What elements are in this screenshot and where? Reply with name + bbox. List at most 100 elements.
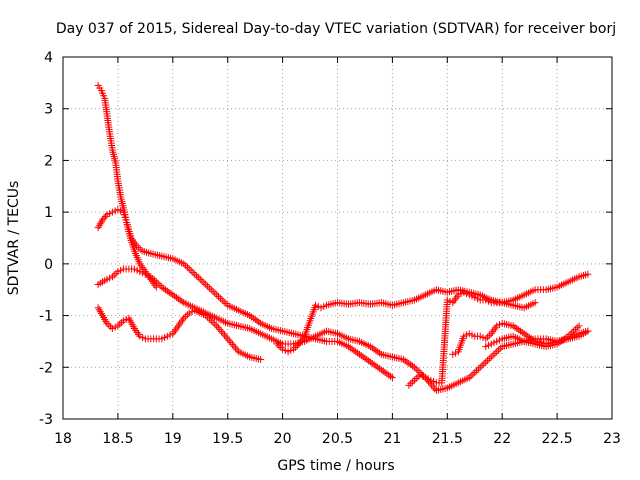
x-tick-label: 21.5 xyxy=(432,431,463,447)
data-point xyxy=(112,269,120,277)
data-point xyxy=(363,356,371,364)
data-point xyxy=(553,340,561,348)
data-point xyxy=(482,358,490,366)
chart-title: Day 037 of 2015, Sidereal Day-to-day VTE… xyxy=(56,21,616,37)
data-point xyxy=(116,320,124,328)
data-point xyxy=(564,332,572,340)
data-point xyxy=(211,289,219,297)
data-point xyxy=(154,280,162,288)
data-point xyxy=(355,350,363,358)
y-tick-label: 1 xyxy=(44,205,53,221)
data-point xyxy=(372,362,380,370)
data-point xyxy=(467,372,475,380)
data-point xyxy=(246,312,254,320)
data-point xyxy=(183,311,191,319)
x-axis-label: GPS time / hours xyxy=(277,458,394,474)
data-point xyxy=(571,325,579,333)
data-point xyxy=(559,336,567,344)
data-point xyxy=(108,273,116,281)
data-point xyxy=(410,376,418,384)
data-point xyxy=(376,349,384,357)
y-tick-label: -1 xyxy=(39,309,53,325)
data-point xyxy=(511,323,519,331)
data-point xyxy=(103,319,111,327)
data-point xyxy=(484,333,492,341)
data-point xyxy=(365,357,373,365)
data-point xyxy=(110,271,118,279)
data-point xyxy=(399,356,407,364)
data-point xyxy=(205,315,213,323)
data-point xyxy=(366,343,374,351)
data-point xyxy=(100,214,108,222)
data-point xyxy=(485,331,493,339)
data-point xyxy=(273,340,281,348)
y-tick-label: -3 xyxy=(39,412,53,428)
data-point xyxy=(496,344,504,352)
data-point xyxy=(161,286,169,294)
data-point xyxy=(383,370,391,378)
data-point xyxy=(204,313,212,321)
y-tick-labels: -3 -2 -1 0 1 2 3 4 xyxy=(39,50,53,428)
data-point xyxy=(513,325,521,332)
grid-lines xyxy=(63,57,612,419)
data-point xyxy=(222,300,230,308)
data-point xyxy=(524,332,532,340)
data-point xyxy=(372,346,380,354)
data-point xyxy=(105,321,113,329)
data-point xyxy=(202,312,210,320)
data-point xyxy=(187,267,195,275)
data-point xyxy=(211,320,219,328)
data-point xyxy=(218,296,226,304)
data-point xyxy=(215,293,223,301)
data-point xyxy=(487,353,495,361)
data-point xyxy=(491,349,499,357)
data-point xyxy=(557,337,565,345)
data-point xyxy=(366,358,374,366)
data-point xyxy=(251,315,259,323)
data-point xyxy=(185,265,193,273)
data-point xyxy=(213,291,221,299)
data-point xyxy=(379,367,387,375)
data-point xyxy=(566,331,574,339)
data-point xyxy=(489,351,497,359)
data-point xyxy=(405,359,413,367)
data-point xyxy=(163,287,171,295)
data-markers xyxy=(94,81,592,395)
x-tick-label: 19 xyxy=(164,431,182,447)
data-point xyxy=(407,361,415,369)
data-point xyxy=(193,272,201,280)
data-point xyxy=(133,242,141,250)
data-point xyxy=(158,283,166,291)
data-point xyxy=(156,281,164,289)
data-point xyxy=(205,284,213,292)
data-point xyxy=(180,260,188,268)
data-point xyxy=(474,365,482,373)
data-point xyxy=(293,342,301,350)
data-point xyxy=(151,276,158,284)
data-point xyxy=(409,362,417,370)
y-tick-label: 4 xyxy=(44,50,53,66)
data-point xyxy=(368,344,376,352)
data-point xyxy=(178,297,186,305)
x-tick-label: 20.5 xyxy=(322,431,353,447)
data-point xyxy=(152,278,160,286)
data-point xyxy=(410,363,418,371)
x-tick-label: 18 xyxy=(54,431,72,447)
data-point xyxy=(348,345,356,353)
data-point xyxy=(183,263,191,271)
data-point xyxy=(118,318,126,326)
data-point xyxy=(196,275,204,283)
data-point xyxy=(290,345,298,353)
x-tick-label: 23 xyxy=(603,431,621,447)
data-point xyxy=(359,353,367,361)
x-tick-label: 18.5 xyxy=(102,431,133,447)
x-tick-labels: 18 18.5 19 19.5 20 20.5 21 21.5 22 22.5 23 xyxy=(54,431,621,447)
data-point xyxy=(352,348,360,356)
axis-ticks xyxy=(62,56,613,420)
data-point xyxy=(387,372,395,380)
x-tick-label: 20 xyxy=(274,431,292,447)
y-tick-label: 3 xyxy=(44,102,53,118)
data-point xyxy=(216,294,224,302)
